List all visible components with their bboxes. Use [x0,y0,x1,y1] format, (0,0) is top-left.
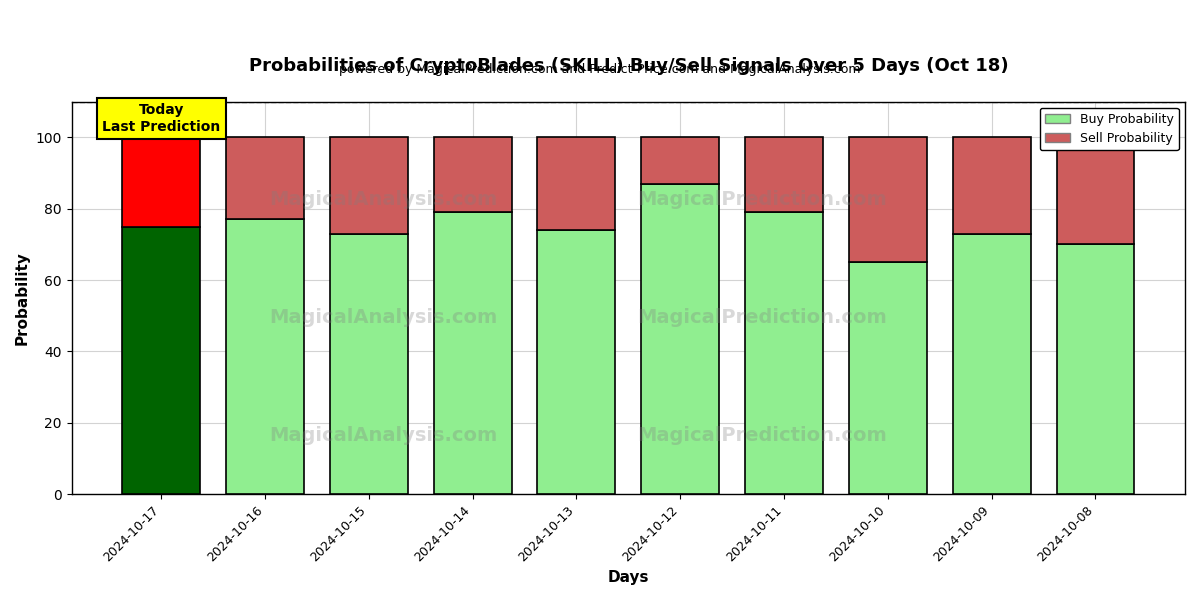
Bar [745,212,823,494]
Bar [1056,137,1134,244]
Y-axis label: Probability: Probability [16,251,30,345]
Bar [330,137,408,233]
Bar [848,262,926,494]
Bar [641,137,719,184]
Bar [641,184,719,494]
Title: Probabilities of CryptoBlades (SKILL) Buy/Sell Signals Over 5 Days (Oct 18): Probabilities of CryptoBlades (SKILL) Bu… [248,57,1008,75]
Bar [953,137,1031,233]
Text: MagicalPrediction.com: MagicalPrediction.com [637,190,887,209]
Text: MagicalAnalysis.com: MagicalAnalysis.com [269,190,498,209]
Text: Today
Last Prediction: Today Last Prediction [102,103,221,134]
Text: MagicalPrediction.com: MagicalPrediction.com [637,308,887,327]
X-axis label: Days: Days [607,570,649,585]
Text: MagicalAnalysis.com: MagicalAnalysis.com [269,426,498,445]
Bar [433,212,511,494]
Bar [538,230,616,494]
Bar [1056,244,1134,494]
Bar [226,137,304,220]
Text: powered by MagicalPrediction.com and Predict-Price.com and MagicalAnalysis.com: powered by MagicalPrediction.com and Pre… [340,63,860,76]
Bar [433,137,511,212]
Bar [745,137,823,212]
Bar [226,220,304,494]
Text: MagicalPrediction.com: MagicalPrediction.com [637,426,887,445]
Bar [330,233,408,494]
Bar [538,137,616,230]
Bar [848,137,926,262]
Bar [953,233,1031,494]
Bar [122,227,200,494]
Legend: Buy Probability, Sell Probability: Buy Probability, Sell Probability [1040,108,1178,150]
Text: MagicalAnalysis.com: MagicalAnalysis.com [269,308,498,327]
Bar [122,137,200,227]
